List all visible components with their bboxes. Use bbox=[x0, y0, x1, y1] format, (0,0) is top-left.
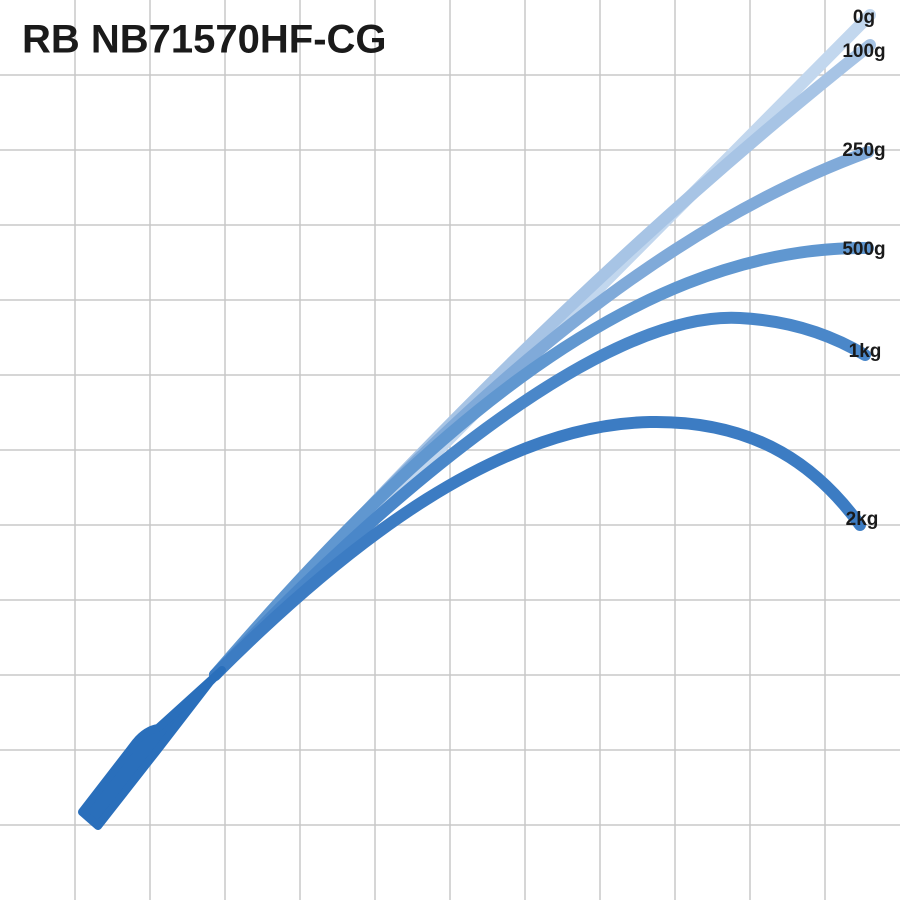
curve-label: 1kg bbox=[849, 341, 882, 362]
rod-butt bbox=[78, 666, 226, 830]
curves bbox=[78, 9, 876, 830]
curve-1kg bbox=[209, 311, 871, 681]
curve-250g bbox=[209, 146, 874, 681]
curve-label: 500g bbox=[842, 239, 885, 260]
curve-label: 250g bbox=[842, 140, 885, 161]
curve-2kg bbox=[209, 415, 866, 681]
curve-label: 0g bbox=[853, 7, 875, 28]
title: RB NB71570HF-CG bbox=[22, 18, 387, 62]
curve-500g bbox=[209, 241, 874, 681]
curve-label: 100g bbox=[842, 41, 885, 62]
curve-label: 2kg bbox=[846, 509, 879, 530]
